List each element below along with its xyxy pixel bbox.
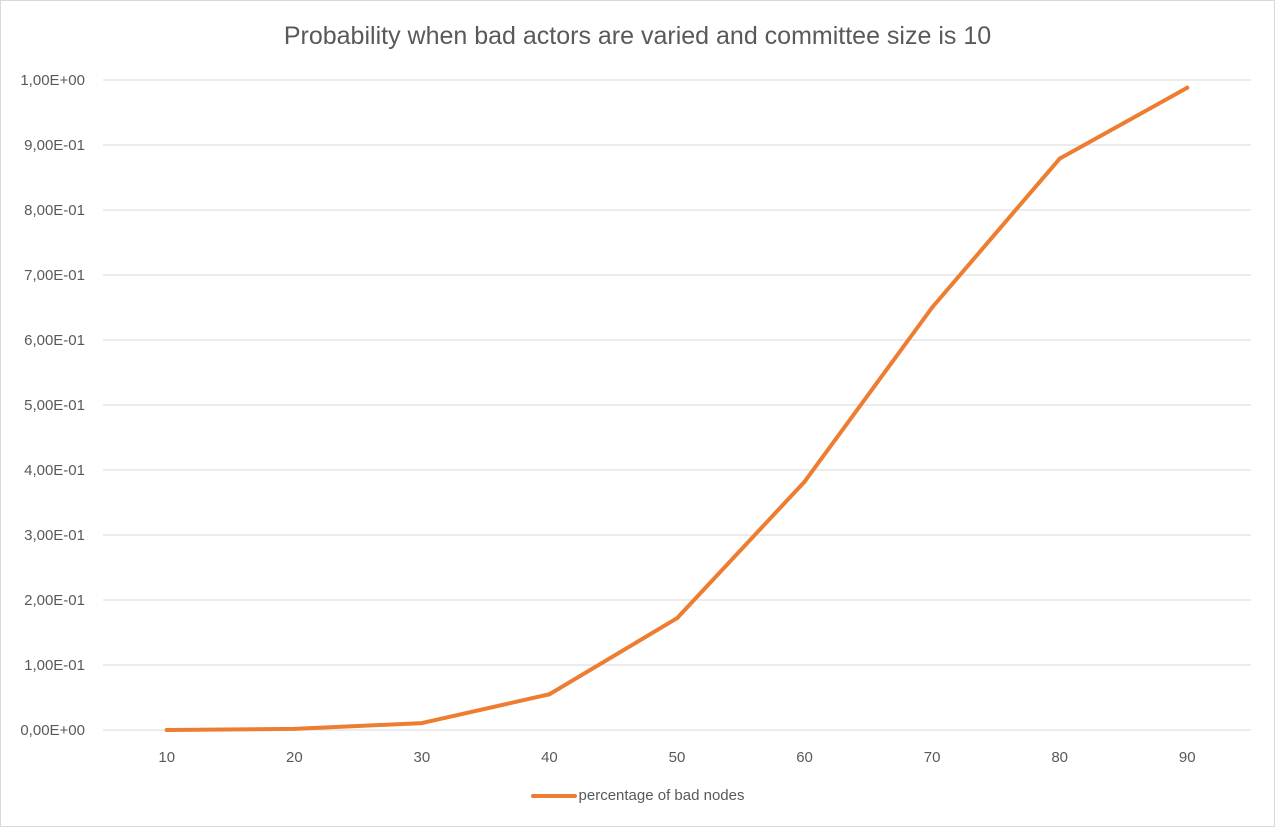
y-tick-label: 7,00E-01 [24, 267, 85, 284]
y-tick-label: 3,00E-01 [24, 527, 85, 544]
data-point [547, 692, 552, 697]
y-tick-label: 8,00E-01 [24, 202, 85, 219]
grid-layer [103, 79, 1251, 731]
x-tick-label: 50 [669, 749, 686, 766]
y-tick-label: 6,00E-01 [24, 332, 85, 349]
x-tick-label: 20 [286, 749, 303, 766]
y-tick-label: 1,00E-01 [24, 657, 85, 674]
x-tick-label: 40 [541, 749, 558, 766]
data-point [930, 305, 935, 310]
legend-swatch [530, 793, 577, 798]
y-tick-label: 4,00E-01 [24, 462, 85, 479]
series-layer [164, 85, 1190, 732]
series-line [164, 85, 1190, 732]
x-tick-label: 30 [414, 749, 431, 766]
chart-title: Probability when bad actors are varied a… [283, 22, 992, 50]
y-tick-label: 9,00E-01 [24, 137, 85, 154]
data-point [802, 479, 807, 484]
y-tick-label: 2,00E-01 [24, 592, 85, 609]
x-tick-label: 80 [1051, 749, 1068, 766]
y-tick-label: 0,00E+00 [20, 722, 85, 739]
data-point [675, 616, 679, 621]
legend: percentage of bad nodes [0, 787, 1275, 804]
data-point [164, 728, 169, 732]
data-point [419, 721, 424, 726]
y-tick-label: 5,00E-01 [24, 397, 85, 414]
legend-label: percentage of bad nodes [578, 787, 745, 804]
x-tick-label: 10 [158, 749, 175, 766]
x-tick-label: 60 [796, 749, 813, 766]
x-tick-label: 90 [1179, 749, 1196, 766]
axis-layer: 0,00E+00 1,00E-01 2,00E-01 3,00E-01 4,00E-01… [20, 72, 1195, 766]
data-point [1057, 156, 1062, 161]
x-tick-label: 70 [924, 749, 941, 766]
data-point [292, 726, 297, 731]
data-point [1185, 85, 1190, 90]
y-tick-label: 1,00E+00 [20, 72, 85, 89]
